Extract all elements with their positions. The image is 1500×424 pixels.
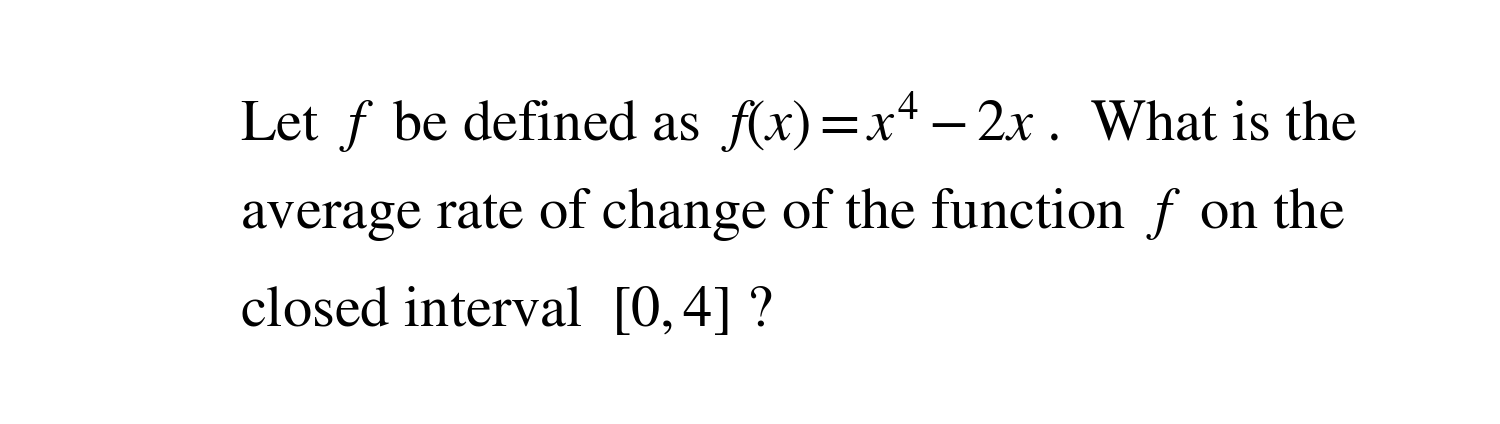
Text: average rate of change of the function  $f$  on the: average rate of change of the function $… <box>240 185 1344 243</box>
Text: Let  $f$  be defined as  $f(x) = x^{4} - 2x$ .  What is the: Let $f$ be defined as $f(x) = x^{4} - 2x… <box>240 90 1358 155</box>
Text: closed interval  $[0, 4]$ ?: closed interval $[0, 4]$ ? <box>240 286 772 338</box>
